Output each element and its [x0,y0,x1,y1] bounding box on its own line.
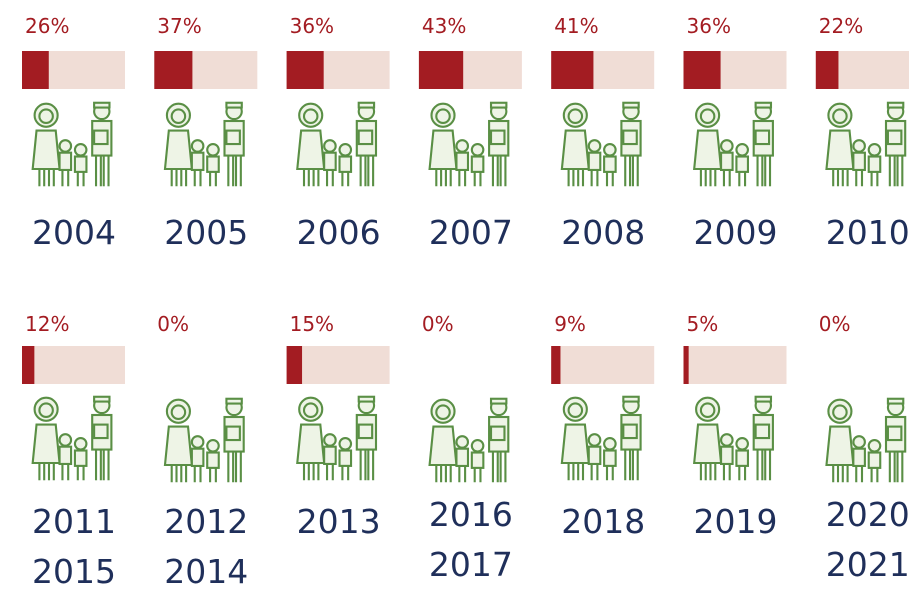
year-label: 2020 [826,495,909,534]
value-label: 5% [687,312,719,336]
year-label: 2004 [32,213,116,252]
year-label: 2006 [297,213,381,252]
value-label: 0% [157,312,189,336]
family-icon [693,395,775,482]
family-icon [560,395,642,482]
bar [551,51,594,89]
value-label: 12% [25,312,69,336]
bar-track [551,346,655,384]
bar [22,346,35,384]
bar [22,51,49,89]
bar-track [22,346,125,384]
year-label: 2007 [429,213,513,252]
family-icon [163,101,245,188]
year-label: 2005 [164,213,248,252]
year-label: 2011 [32,502,116,541]
value-label: 0% [422,312,454,336]
family-icon [428,101,510,188]
value-label: 43% [422,14,466,38]
bar [286,346,303,384]
year-label: 2014 [164,552,248,591]
value-label: 15% [290,312,334,336]
value-label: 0% [819,312,851,336]
bar [815,51,839,89]
year-label: 2010 [826,213,909,252]
value-label: 26% [25,14,69,38]
year-label: 2021 [826,545,909,584]
bar [551,346,561,384]
value-label: 36% [687,14,731,38]
family-icon [296,101,378,188]
value-label: 36% [290,14,334,38]
bar-track [286,346,390,384]
bar [418,51,464,89]
bar-track [683,346,787,384]
year-label: 2015 [32,552,116,591]
family-icon [693,101,775,188]
bar [683,51,721,89]
family-icon [31,101,113,188]
year-label: 2019 [694,502,778,541]
year-label: 2016 [429,495,513,534]
year-label: 2018 [561,502,645,541]
family-icon [296,395,378,482]
bar [286,51,324,89]
year-label: 2012 [164,502,248,541]
value-label: 22% [819,14,863,38]
year-label: 2009 [694,213,778,252]
family-icon [428,397,510,484]
year-label: 2017 [429,545,513,584]
year-label: 2013 [297,502,381,541]
value-label: 41% [554,14,598,38]
bar [154,51,193,89]
family-icon [825,397,907,484]
value-label: 37% [157,14,201,38]
year-label: 2008 [561,213,645,252]
family-icon [31,395,113,482]
value-label: 9% [554,312,586,336]
family-icon [560,101,642,188]
family-icon [163,397,245,484]
family-icon [825,101,907,188]
bar [683,346,689,384]
